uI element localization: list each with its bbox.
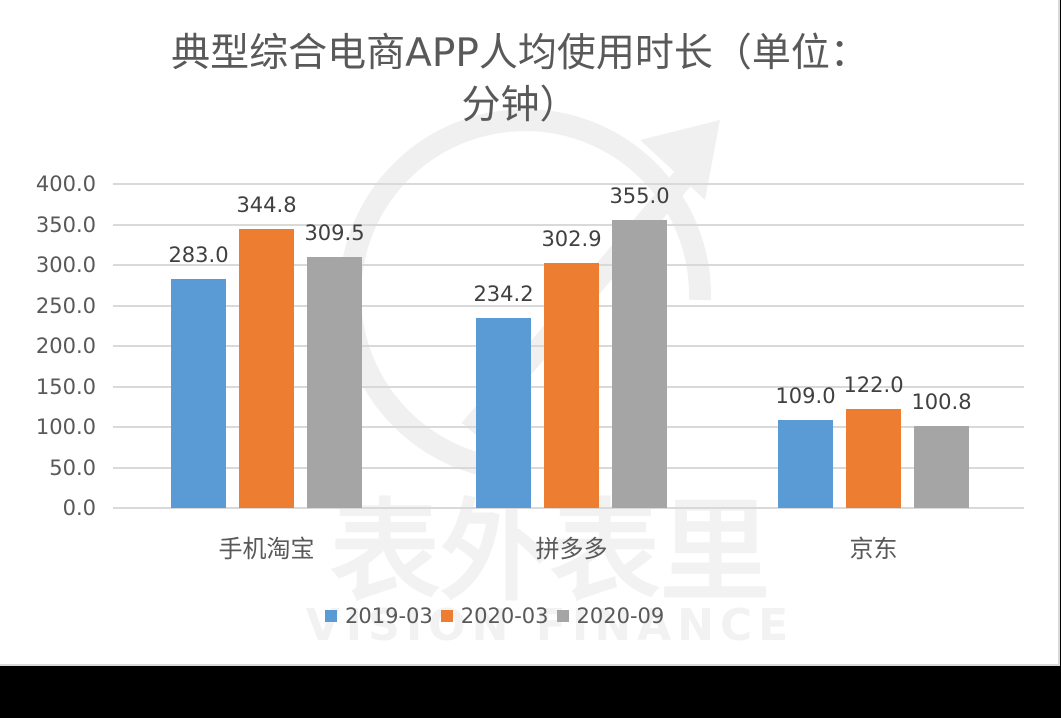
data-label: 122.0 xyxy=(843,373,904,398)
data-label: 234.2 xyxy=(473,282,534,307)
y-axis-tick-label: 300.0 xyxy=(35,253,96,277)
data-label: 355.0 xyxy=(609,184,670,209)
data-label: 283.0 xyxy=(168,242,229,267)
bar-2020-03-2 xyxy=(846,409,901,508)
data-label: 100.8 xyxy=(911,390,972,415)
legend-label: 2019-03 xyxy=(345,604,433,628)
gridline xyxy=(113,507,1024,509)
legend-item: 2020-03 xyxy=(440,604,549,628)
bar-2019-03-1 xyxy=(476,318,531,508)
chart-title-line-1: 典型综合电商APP人均使用时长（单位： xyxy=(171,31,869,76)
y-axis-tick-label: 50.0 xyxy=(49,455,96,480)
bar-2020-03-0 xyxy=(239,228,294,508)
x-axis-category-label: 手机淘宝 xyxy=(218,535,315,563)
legend-swatch-icon xyxy=(325,610,337,622)
y-axis-tick-label: 150.0 xyxy=(35,374,96,399)
legend-label: 2020-03 xyxy=(460,604,549,628)
y-axis-tick-label: 100.0 xyxy=(35,415,96,439)
legend-item: 2020-09 xyxy=(556,604,665,628)
bar-2020-09-2 xyxy=(914,426,969,508)
chart-title: 典型综合电商APP人均使用时长（单位： 分钟） xyxy=(110,28,930,132)
y-axis-tick-label: 350.0 xyxy=(35,212,96,237)
legend-swatch-icon xyxy=(556,610,569,622)
bar-2020-03-1 xyxy=(544,262,599,508)
legend: 2019-03 2020-03 2020-09 xyxy=(325,602,672,630)
x-axis-category-label: 京东 xyxy=(849,535,898,563)
gridline xyxy=(113,183,1024,185)
y-axis-tick-label: 250.0 xyxy=(35,293,96,318)
y-axis-tick-label: 200.0 xyxy=(35,334,96,358)
data-label: 302.9 xyxy=(541,226,602,251)
x-axis-category-label: 拼多多 xyxy=(535,535,608,563)
y-axis-tick-label: 0.0 xyxy=(62,496,96,520)
bar-2019-03-2 xyxy=(778,419,833,508)
y-axis-tick-label: 400.0 xyxy=(35,172,96,196)
legend-label: 2020-09 xyxy=(576,604,665,628)
legend-item: 2019-03 xyxy=(325,604,433,628)
legend-swatch-icon xyxy=(440,610,453,622)
gridline xyxy=(113,223,1024,226)
chart-card: 表外表里 VISION FINANCE 典型综合电商APP人均使用时长（单位： … xyxy=(0,0,1060,666)
bar-2020-09-0 xyxy=(307,257,362,508)
data-label: 309.5 xyxy=(304,221,365,246)
chart-title-line-2: 分钟） xyxy=(461,83,579,128)
data-label: 109.0 xyxy=(775,383,836,408)
data-label: 344.8 xyxy=(236,192,297,217)
bar-2019-03-0 xyxy=(171,278,226,508)
bar-2020-09-1 xyxy=(612,220,667,508)
